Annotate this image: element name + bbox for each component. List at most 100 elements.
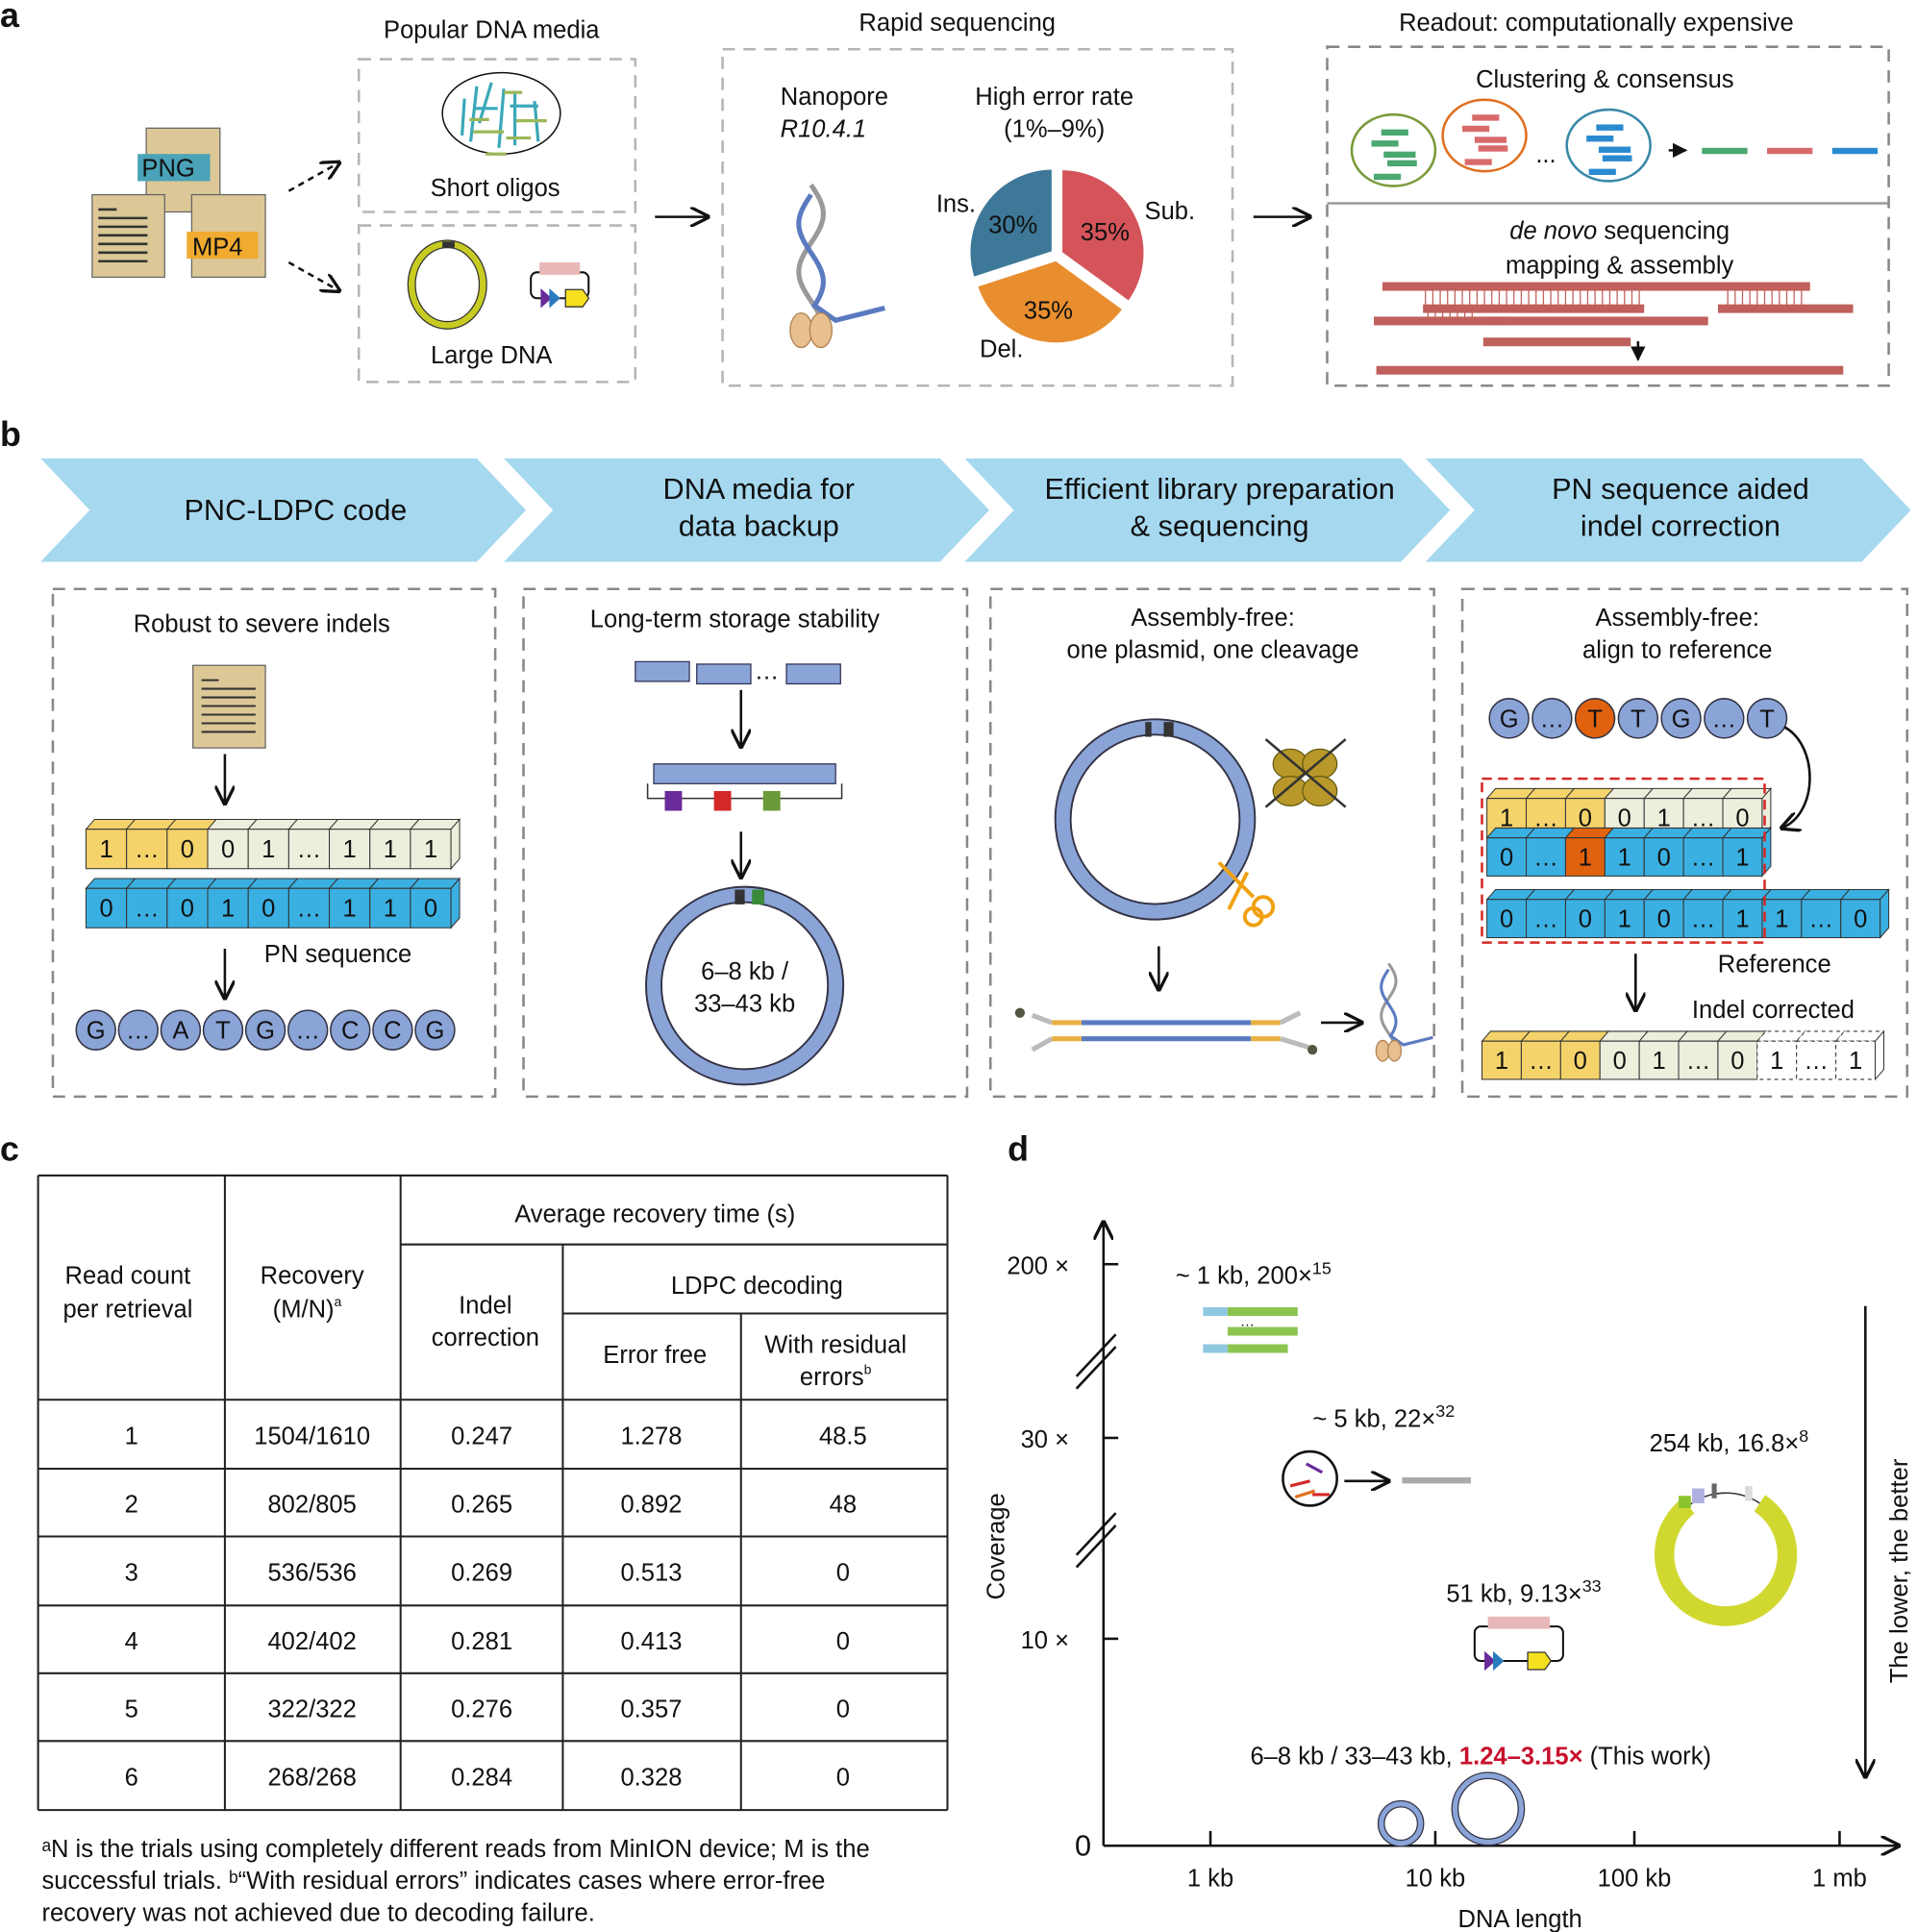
cell [1481,1040,1522,1080]
dna-strand [1380,968,1433,1047]
table-cell: 0.284 [451,1764,512,1791]
cell-value: 1 [1579,844,1592,871]
base-letter: T [1759,706,1775,732]
read-bar [1596,124,1624,131]
base-letter: G [256,1018,275,1045]
this-work-plasmid [1452,1772,1524,1845]
reference-number: 32 [1435,1401,1455,1421]
pn-sequence-label: PN sequence [264,941,411,968]
y-tick-label: 30 × [1021,1426,1069,1453]
cell-value: 0 [1579,906,1592,933]
base-letter: G [1500,706,1519,732]
table-cell: 2 [125,1491,138,1518]
cell [1604,837,1645,877]
point-oligos-1kb: … [1203,1307,1298,1353]
base-letter: T [1587,706,1603,732]
footnote-line: recovery was not achieved due to decodin… [41,1899,594,1926]
cell-value: 1 [343,836,357,863]
readout-box [1326,45,1890,387]
cell-value: 0 [1500,906,1513,933]
cell-value: 1 [1735,906,1749,933]
pie-label: Ins. [936,190,976,217]
cell-value: 1 [343,896,357,923]
point-label: 51 kb, 9.13×33 [1446,1576,1601,1607]
base-circle [414,1009,456,1051]
error-rate-range: (1%–9%) [1004,115,1105,142]
cell-value: 1 [424,836,437,863]
indel-corrected-label: Indel corrected [1692,997,1855,1024]
cell [126,829,168,870]
cell [1604,899,1645,939]
cell-value: 0 [99,896,112,923]
coverage-chart: 0 10 × 30 × 200 × 1 kb 10 kb 100 kb 1 mb DNA len… [983,1223,1913,1932]
mp4-label: MP4 [192,234,243,260]
read-bar [1478,145,1508,152]
box-indels [51,587,497,1099]
header-error-free: Error free [603,1342,707,1369]
payload-bar [1227,1344,1288,1353]
cell [1796,1040,1837,1080]
table-cell: 1504/1610 [254,1423,370,1449]
read-bar [1371,140,1399,147]
gene-icon [564,288,590,308]
cell-value: 0 [1500,844,1513,871]
cell-side [1875,1029,1884,1081]
cell-value: … [297,836,322,863]
cell [1559,1040,1601,1080]
read-bar [1586,136,1614,142]
base-circle [244,1009,286,1051]
cell-value: 1 [384,836,397,863]
cell [410,829,452,870]
pore-icon [809,311,833,349]
bac-ring [1654,1495,1798,1626]
table-cell: 1 [125,1423,138,1449]
payload-bar [1227,1326,1298,1336]
cell-value: 1 [1618,844,1631,871]
assembly-icon [1374,282,1854,375]
base-circle [1488,698,1530,739]
nanopore-label: Nanopore [781,84,888,111]
point-label-text: ~ 5 kb, 22× [1312,1405,1435,1432]
table-cell: 4 [125,1628,138,1655]
read-bar [1474,136,1507,143]
table-cell: 0.328 [620,1764,682,1791]
cell [1761,899,1803,939]
cell [1526,837,1566,877]
tube-icon [1282,1449,1338,1507]
cell [369,887,411,929]
cell-value: 1 [1735,844,1749,871]
read-bar [1374,173,1402,181]
cell [1643,899,1684,939]
denovo-label: de novo sequencing [1509,218,1730,245]
step-label: & sequencing [1131,509,1309,543]
table-row: 6 268/268 0.284 0.328 0 [37,1764,948,1812]
cell [1682,899,1724,939]
cell [1840,899,1881,939]
table-cell: 6 [125,1764,138,1791]
primer-bar [1203,1344,1228,1353]
transposase-enzyme-icon [1264,738,1347,808]
primer-bar [1203,1307,1228,1317]
residual-errors: errors [800,1364,864,1391]
gene-icon [1527,1651,1553,1671]
cell-value: 1 [1618,906,1631,933]
cell-value: … [1533,906,1558,933]
x-tick-label: 1 kb [1187,1866,1233,1893]
read-bar [1717,304,1854,313]
base-letter: G [426,1018,445,1045]
point-254kb [1654,1483,1798,1626]
point-label-text: 254 kb, 16.8× [1650,1430,1800,1457]
cell-value: 1 [99,836,112,863]
table-cell: 48.5 [819,1423,867,1449]
error-rate-title: High error rate [975,84,1133,111]
fragment [1289,1479,1310,1488]
base-circle [75,1009,116,1051]
table-cell: 0.269 [451,1560,512,1587]
panel-c: c Read count per retrieval Recovery (M/N… [0,1129,949,1926]
cell-value: 1 [261,836,275,863]
box1-title: Robust to severe indels [134,611,390,638]
box4-title-line1: Assembly-free: [1596,605,1759,632]
table-cell: 0.247 [451,1423,512,1449]
table-body: 1 1504/1610 0.247 1.278 48.5 2 802/805 0.265 0.8… [37,1423,948,1812]
